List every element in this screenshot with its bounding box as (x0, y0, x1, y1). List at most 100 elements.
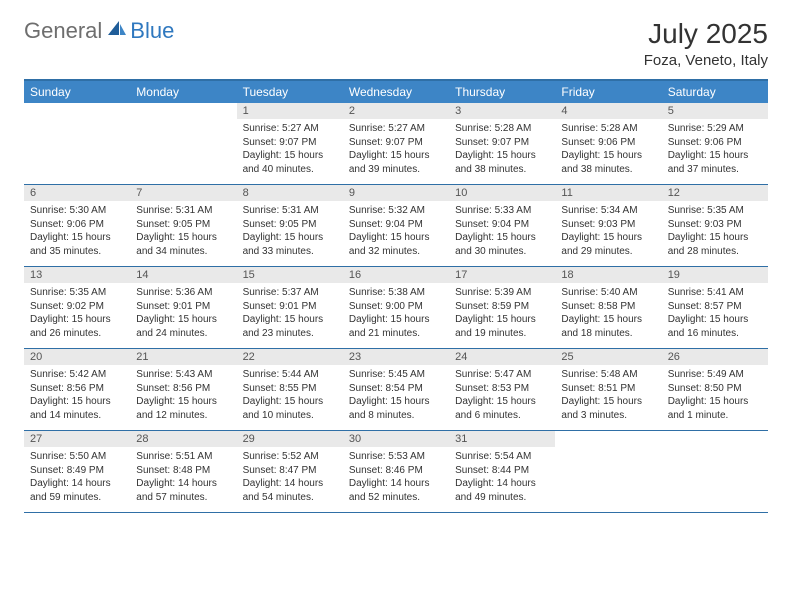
sunrise-text: Sunrise: 5:39 AM (455, 286, 549, 300)
daylight-text: Daylight: 15 hours and 3 minutes. (561, 395, 655, 422)
day-content: Sunrise: 5:42 AMSunset: 8:56 PMDaylight:… (24, 365, 130, 430)
sunset-text: Sunset: 9:06 PM (561, 136, 655, 150)
calendar-day-cell: 4Sunrise: 5:28 AMSunset: 9:06 PMDaylight… (555, 103, 661, 185)
day-content: Sunrise: 5:44 AMSunset: 8:55 PMDaylight:… (237, 365, 343, 430)
daylight-text: Daylight: 15 hours and 35 minutes. (30, 231, 124, 258)
sunrise-text: Sunrise: 5:35 AM (30, 286, 124, 300)
sunset-text: Sunset: 9:05 PM (136, 218, 230, 232)
logo-sail-icon (106, 20, 128, 43)
calendar-day-cell (130, 103, 236, 185)
daylight-text: Daylight: 15 hours and 6 minutes. (455, 395, 549, 422)
day-content: Sunrise: 5:50 AMSunset: 8:49 PMDaylight:… (24, 447, 130, 512)
daylight-text: Daylight: 14 hours and 59 minutes. (30, 477, 124, 504)
sunrise-text: Sunrise: 5:40 AM (561, 286, 655, 300)
calendar-header-cell: Saturday (662, 80, 768, 103)
day-number-empty (555, 431, 661, 447)
sunrise-text: Sunrise: 5:45 AM (349, 368, 443, 382)
day-content: Sunrise: 5:36 AMSunset: 9:01 PMDaylight:… (130, 283, 236, 348)
calendar-day-cell: 22Sunrise: 5:44 AMSunset: 8:55 PMDayligh… (237, 349, 343, 431)
day-content: Sunrise: 5:51 AMSunset: 8:48 PMDaylight:… (130, 447, 236, 512)
calendar-day-cell (555, 431, 661, 513)
day-number: 27 (24, 431, 130, 447)
calendar-day-cell: 19 Sunrise: 5:41 AMSunset: 8:57 PMDayligh… (662, 267, 768, 349)
daylight-text: Daylight: 15 hours and 10 minutes. (243, 395, 337, 422)
header: General Blue July 2025 Foza, Veneto, Ita… (24, 18, 768, 69)
daylight-text: Daylight: 15 hours and 16 minutes. (668, 313, 762, 340)
sunrise-text: Sunrise: 5:48 AM (561, 368, 655, 382)
sunset-text: Sunset: 8:55 PM (243, 382, 337, 396)
sunrise-text: Sunrise: 5:49 AM (668, 368, 762, 382)
day-number: 22 (237, 349, 343, 365)
day-number: 23 (343, 349, 449, 365)
sunset-text: Sunset: 9:03 PM (668, 218, 762, 232)
day-content: Sunrise: 5:32 AMSunset: 9:04 PMDaylight:… (343, 201, 449, 266)
sunrise-text: Sunrise: 5:42 AM (30, 368, 124, 382)
sunset-text: Sunset: 8:57 PM (668, 300, 762, 314)
calendar-day-cell: 8Sunrise: 5:31 AMSunset: 9:05 PMDaylight… (237, 185, 343, 267)
calendar-day-cell: 27Sunrise: 5:50 AMSunset: 8:49 PMDayligh… (24, 431, 130, 513)
day-content: Sunrise: 5:35 AMSunset: 9:03 PMDaylight:… (662, 201, 768, 266)
daylight-text: Daylight: 15 hours and 23 minutes. (243, 313, 337, 340)
sunrise-text: Sunrise: 5:28 AM (561, 122, 655, 136)
daylight-text: Daylight: 15 hours and 30 minutes. (455, 231, 549, 258)
daylight-text: Daylight: 15 hours and 24 minutes. (136, 313, 230, 340)
calendar-day-cell: 26Sunrise: 5:49 AMSunset: 8:50 PMDayligh… (662, 349, 768, 431)
calendar-day-cell: 10Sunrise: 5:33 AMSunset: 9:04 PMDayligh… (449, 185, 555, 267)
day-content: Sunrise: 5:28 AMSunset: 9:07 PMDaylight:… (449, 119, 555, 184)
daylight-text: Daylight: 15 hours and 8 minutes. (349, 395, 443, 422)
sunset-text: Sunset: 9:04 PM (455, 218, 549, 232)
sunset-text: Sunset: 9:07 PM (349, 136, 443, 150)
sunrise-text: Sunrise: 5:44 AM (243, 368, 337, 382)
day-content: Sunrise: 5:54 AMSunset: 8:44 PMDaylight:… (449, 447, 555, 512)
calendar-day-cell: 9Sunrise: 5:32 AMSunset: 9:04 PMDaylight… (343, 185, 449, 267)
daylight-text: Daylight: 14 hours and 49 minutes. (455, 477, 549, 504)
calendar-day-cell (662, 431, 768, 513)
sunrise-text: Sunrise: 5:43 AM (136, 368, 230, 382)
sunset-text: Sunset: 8:50 PM (668, 382, 762, 396)
sunset-text: Sunset: 8:56 PM (30, 382, 124, 396)
day-number: 3 (449, 103, 555, 119)
day-number: 25 (555, 349, 661, 365)
sunset-text: Sunset: 8:44 PM (455, 464, 549, 478)
calendar-day-cell: 25Sunrise: 5:48 AMSunset: 8:51 PMDayligh… (555, 349, 661, 431)
day-content-empty (555, 447, 661, 505)
sunset-text: Sunset: 9:06 PM (30, 218, 124, 232)
day-number: 5 (662, 103, 768, 119)
sunrise-text: Sunrise: 5:31 AM (243, 204, 337, 218)
daylight-text: Daylight: 15 hours and 28 minutes. (668, 231, 762, 258)
calendar-day-cell: 31Sunrise: 5:54 AMSunset: 8:44 PMDayligh… (449, 431, 555, 513)
calendar-header-cell: Monday (130, 80, 236, 103)
calendar-day-cell: 28Sunrise: 5:51 AMSunset: 8:48 PMDayligh… (130, 431, 236, 513)
day-number: 21 (130, 349, 236, 365)
daylight-text: Daylight: 15 hours and 1 minute. (668, 395, 762, 422)
day-number: 13 (24, 267, 130, 283)
day-number: 14 (130, 267, 236, 283)
sunset-text: Sunset: 9:03 PM (561, 218, 655, 232)
sunrise-text: Sunrise: 5:54 AM (455, 450, 549, 464)
calendar-day-cell: 12Sunrise: 5:35 AMSunset: 9:03 PMDayligh… (662, 185, 768, 267)
sunrise-text: Sunrise: 5:30 AM (30, 204, 124, 218)
day-number: 11 (555, 185, 661, 201)
sunset-text: Sunset: 8:49 PM (30, 464, 124, 478)
day-content: Sunrise: 5:31 AMSunset: 9:05 PMDaylight:… (130, 201, 236, 266)
day-content: Sunrise: 5:37 AMSunset: 9:01 PMDaylight:… (237, 283, 343, 348)
logo-text-general: General (24, 18, 102, 44)
calendar-day-cell: 3Sunrise: 5:28 AMSunset: 9:07 PMDaylight… (449, 103, 555, 185)
day-content-empty (130, 119, 236, 177)
sunrise-text: Sunrise: 5:41 AM (668, 286, 762, 300)
sunset-text: Sunset: 8:46 PM (349, 464, 443, 478)
day-number-empty (24, 103, 130, 119)
day-number: 28 (130, 431, 236, 447)
logo: General Blue (24, 18, 174, 44)
location-subtitle: Foza, Veneto, Italy (644, 52, 768, 69)
calendar-day-cell: 24Sunrise: 5:47 AMSunset: 8:53 PMDayligh… (449, 349, 555, 431)
daylight-text: Daylight: 14 hours and 52 minutes. (349, 477, 443, 504)
sunrise-text: Sunrise: 5:51 AM (136, 450, 230, 464)
day-content: Sunrise: 5:27 AMSunset: 9:07 PMDaylight:… (343, 119, 449, 184)
day-number: 2 (343, 103, 449, 119)
calendar-week-row: 27Sunrise: 5:50 AMSunset: 8:49 PMDayligh… (24, 431, 768, 513)
calendar-table: SundayMondayTuesdayWednesdayThursdayFrid… (24, 79, 768, 513)
day-number: 19 (662, 267, 768, 283)
logo-text-blue: Blue (130, 18, 174, 44)
day-content: Sunrise: 5:40 AMSunset: 8:58 PMDaylight:… (555, 283, 661, 348)
